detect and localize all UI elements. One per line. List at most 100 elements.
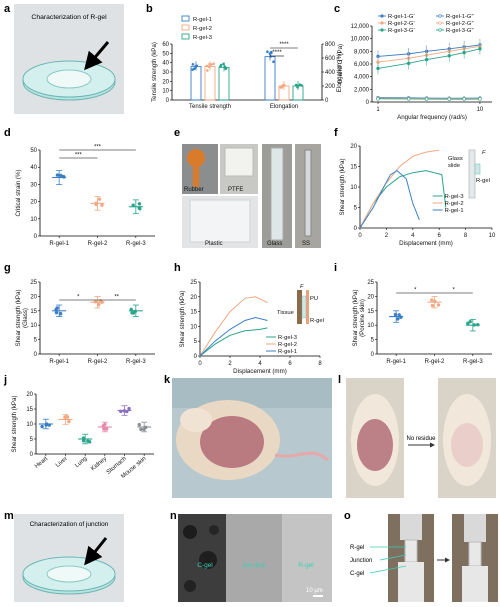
panel-f-xtick-label: 4 [411,233,415,239]
panel-h-inset-force: F [300,284,304,290]
panel-b-legend-label: R-gel-3 [193,35,212,41]
panel-d-ylabel: Critical strain (%) [15,169,22,216]
panel-g-xtick-label: R-gel-2 [88,359,108,365]
panel-c-legend-label: R-gel-3-G′ [388,28,415,34]
panel-f-letter: f [334,127,338,139]
panel-c-legend-marker [438,14,442,18]
photo-label-ptfe: PTFE [228,187,243,193]
panel-b-ytick-label: 20 [162,79,169,85]
photo-label-glass: Glass [267,241,282,247]
panel-m-letter: m [4,510,14,522]
panel-b-point [294,83,298,87]
panel-c-point [376,66,380,71]
panel-b-legend-swatch [181,33,190,40]
panel-d-ytick-label: 40 [30,165,37,171]
panel-h-legend-label: R-gel-3 [278,335,297,341]
panel-h-ytick-label: 5 [194,339,198,345]
panel-g-point [100,300,104,304]
panel-d-xtick-label: R-gel-3 [126,241,146,247]
panel-j-point [81,436,86,440]
panel-i-letter: i [334,262,337,274]
panel-f-curve [359,169,420,229]
panel-j-ytick-label: 10 [26,422,33,428]
panel-k-letter: k [164,374,171,386]
panel-b-point [282,83,286,87]
panel-d-point [137,202,142,206]
panel-d-ytick-label: 10 [30,217,37,223]
panel-h-inset-label: Tissue [277,310,294,316]
panel-b-group-label: Tensile strength [189,104,231,110]
panel-b-legend-swatch [181,15,190,22]
panel-f-ytick-label: 20 [350,144,357,150]
panel-g-ytick-label: 15 [30,309,37,315]
panel-f-xtick-label: 2 [385,233,389,239]
panel-d-xtick-label: R-gel-2 [88,241,108,247]
panel-i-sig: * [414,288,417,294]
panel-f-xtick-label: 8 [464,233,468,239]
panel-i-ytick-label: 25 [367,280,374,286]
rgel-icon [474,163,481,175]
panel-c-legend-label: R-gel-1-G″ [446,14,474,20]
panel-b-point [222,62,225,66]
panel-g-ytick-label: 20 [30,294,37,300]
panel-f-inset-label: R-gel [476,178,490,184]
panel-c-legend-marker [380,28,384,32]
panel-f-ylabel: Shear strength (kPa) [339,158,346,215]
panel-f-chart: 0 5 10 15 20 Shear strength (kPa) 0 2 4 6 8 10 Displ… [339,144,496,247]
panel-b-y2tick-label: 600 [325,56,336,62]
panel-j-point [44,423,48,427]
panel-c-point [406,61,411,66]
panel-c-point [406,97,411,101]
panel-f-ytick-label: 15 [350,165,357,171]
panel-g-point [54,307,58,312]
panel-b-legend-label: R-gel-2 [193,26,212,32]
panel-c-ytick-label: 4,000 [354,75,370,81]
panel-f-inset-force: F [482,150,486,156]
pu-icon [306,290,309,324]
panel-d-point [100,203,104,207]
panel-b-point [195,64,199,67]
panel-g-ytick-label: 25 [30,280,37,286]
panel-b-y2tick-label: 400 [325,70,336,76]
panel-d-point [55,173,60,177]
panel-i-point [466,321,470,326]
panel-j-point [104,427,109,431]
panel-i-ytick-label: 0 [371,352,375,358]
panel-g-point [93,300,98,304]
panel-j-point [102,427,106,431]
panel-b-ylabel-right: Elongation (%) [336,52,343,93]
arrow-icon [84,41,110,71]
panel-b-y2tick-label: 0 [325,98,329,104]
panel-f-xtick-label: 10 [489,233,496,239]
panel-f-curve [359,170,447,229]
panel-j-ytick-label: 20 [26,392,33,398]
panel-j-point [65,415,70,419]
panel-j-ytick-label: 0 [30,452,34,458]
panel-c-ytick-label: 12,000 [351,24,370,30]
panel-j-point [119,409,123,414]
panel-b-point [270,51,273,55]
panel-h-xtick-label: 0 [198,361,202,367]
panel-i-ylabel: Shear strength (kPa) [352,289,359,346]
panel-i-ytick-label: 10 [367,323,374,329]
panel-g-ytick-label: 10 [30,323,37,329]
photo-label-rubber: Rubber [184,187,204,193]
panel-b-ylabel-left: Tensile strength (kPa) [151,42,158,102]
panel-d-point [62,175,66,179]
panel-b-legend-swatch [181,24,190,31]
panel-i-point [476,323,480,327]
panel-c-series-line [377,44,480,57]
panel-i-ytick-label: 15 [367,309,374,315]
panel-d-sig: *** [75,153,83,159]
panel-j-point [67,419,71,424]
panel-i-xtick-label: R-gel-3 [463,359,483,365]
panel-c-legend-marker [380,21,384,25]
panel-b-point [208,62,211,66]
panel-g-point [54,310,59,315]
panel-g-letter: g [4,262,11,274]
panel-h-inset-label: R-gel [310,318,324,324]
panel-j-xtick-label: Kidney [90,456,108,472]
sem-label-rgel: R-gel [298,562,314,569]
